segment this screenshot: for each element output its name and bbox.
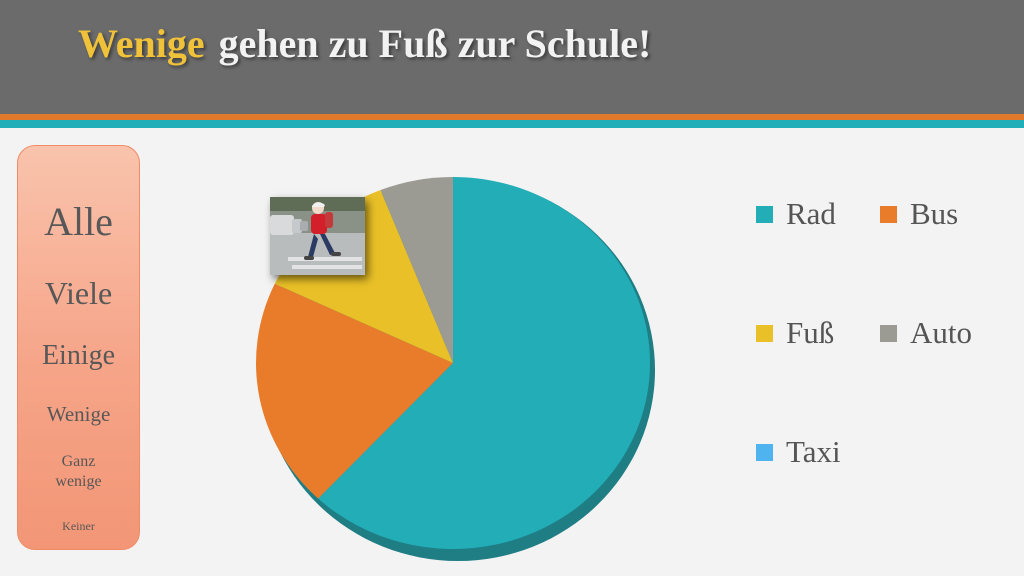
legend-label-bus: Bus bbox=[910, 196, 959, 231]
legend-label-taxi: Taxi bbox=[786, 434, 841, 469]
scale-item-einige: Einige bbox=[41, 340, 116, 371]
legend-swatch-taxi bbox=[756, 443, 773, 461]
scale-item-wenige: Wenige bbox=[46, 402, 111, 426]
legend-swatch-auto bbox=[880, 324, 897, 342]
legend-swatch-rad bbox=[756, 205, 773, 223]
legend-swatch-bus bbox=[880, 205, 897, 223]
slide-title: Wenige gehen zu Fuß zur Schule! bbox=[78, 20, 651, 67]
orange-stripe bbox=[0, 114, 1024, 120]
legend-label-rad: Rad bbox=[786, 196, 836, 231]
scale-item-alle: Alle bbox=[44, 199, 113, 244]
legend-label-fuss: Fuß bbox=[786, 315, 835, 350]
legend-swatch-fuss bbox=[756, 324, 773, 342]
legend-item-bus: Bus bbox=[880, 196, 959, 231]
title-highlight: Wenige bbox=[78, 21, 205, 66]
child-walking-photo bbox=[270, 197, 365, 275]
legend-item-auto: Auto bbox=[880, 315, 972, 350]
legend-item-fuss: Fuß bbox=[756, 315, 835, 350]
legend-item-rad: Rad bbox=[756, 196, 836, 231]
scale-item-keiner: Keiner bbox=[62, 519, 95, 533]
teal-stripe bbox=[0, 120, 1024, 128]
legend-item-taxi: Taxi bbox=[756, 434, 841, 469]
legend-label-auto: Auto bbox=[910, 315, 972, 350]
pie-slice-auto bbox=[380, 177, 453, 363]
quantity-scale-panel: Alle Viele Einige Wenige Ganz wenige Kei… bbox=[17, 145, 140, 550]
scale-item-viele: Viele bbox=[44, 275, 113, 311]
title-rest: gehen zu Fuß zur Schule! bbox=[218, 21, 652, 66]
pie-slice-bus bbox=[256, 283, 453, 499]
header-bar: Wenige gehen zu Fuß zur Schule! bbox=[0, 0, 1024, 114]
scale-item-ganz-wenige: Ganz wenige bbox=[55, 453, 102, 490]
pie-slice-rad bbox=[318, 177, 650, 549]
